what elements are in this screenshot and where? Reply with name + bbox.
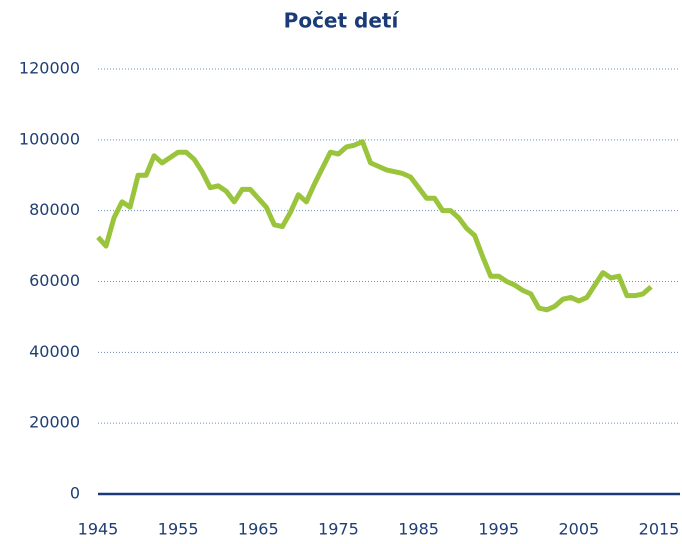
- x-tick-label: 1995: [478, 520, 519, 539]
- y-tick-label: 60000: [29, 271, 80, 290]
- y-tick-label: 0: [70, 484, 80, 503]
- x-tick-label: 1975: [318, 520, 359, 539]
- y-tick-label: 120000: [19, 59, 80, 78]
- x-tick-label: 2015: [639, 520, 680, 539]
- y-tick-label: 40000: [29, 342, 80, 361]
- x-tick-label: 1985: [398, 520, 439, 539]
- x-tick-label: 1955: [158, 520, 199, 539]
- x-tick-label: 1965: [238, 520, 279, 539]
- x-tick-label: 1945: [78, 520, 119, 539]
- y-tick-label: 20000: [29, 413, 80, 432]
- y-tick-label: 100000: [19, 129, 80, 148]
- chart-title: Počet detí: [284, 9, 400, 33]
- data-line: [96, 139, 653, 313]
- x-tick-label: 2005: [558, 520, 599, 539]
- y-tick-label: 80000: [29, 200, 80, 219]
